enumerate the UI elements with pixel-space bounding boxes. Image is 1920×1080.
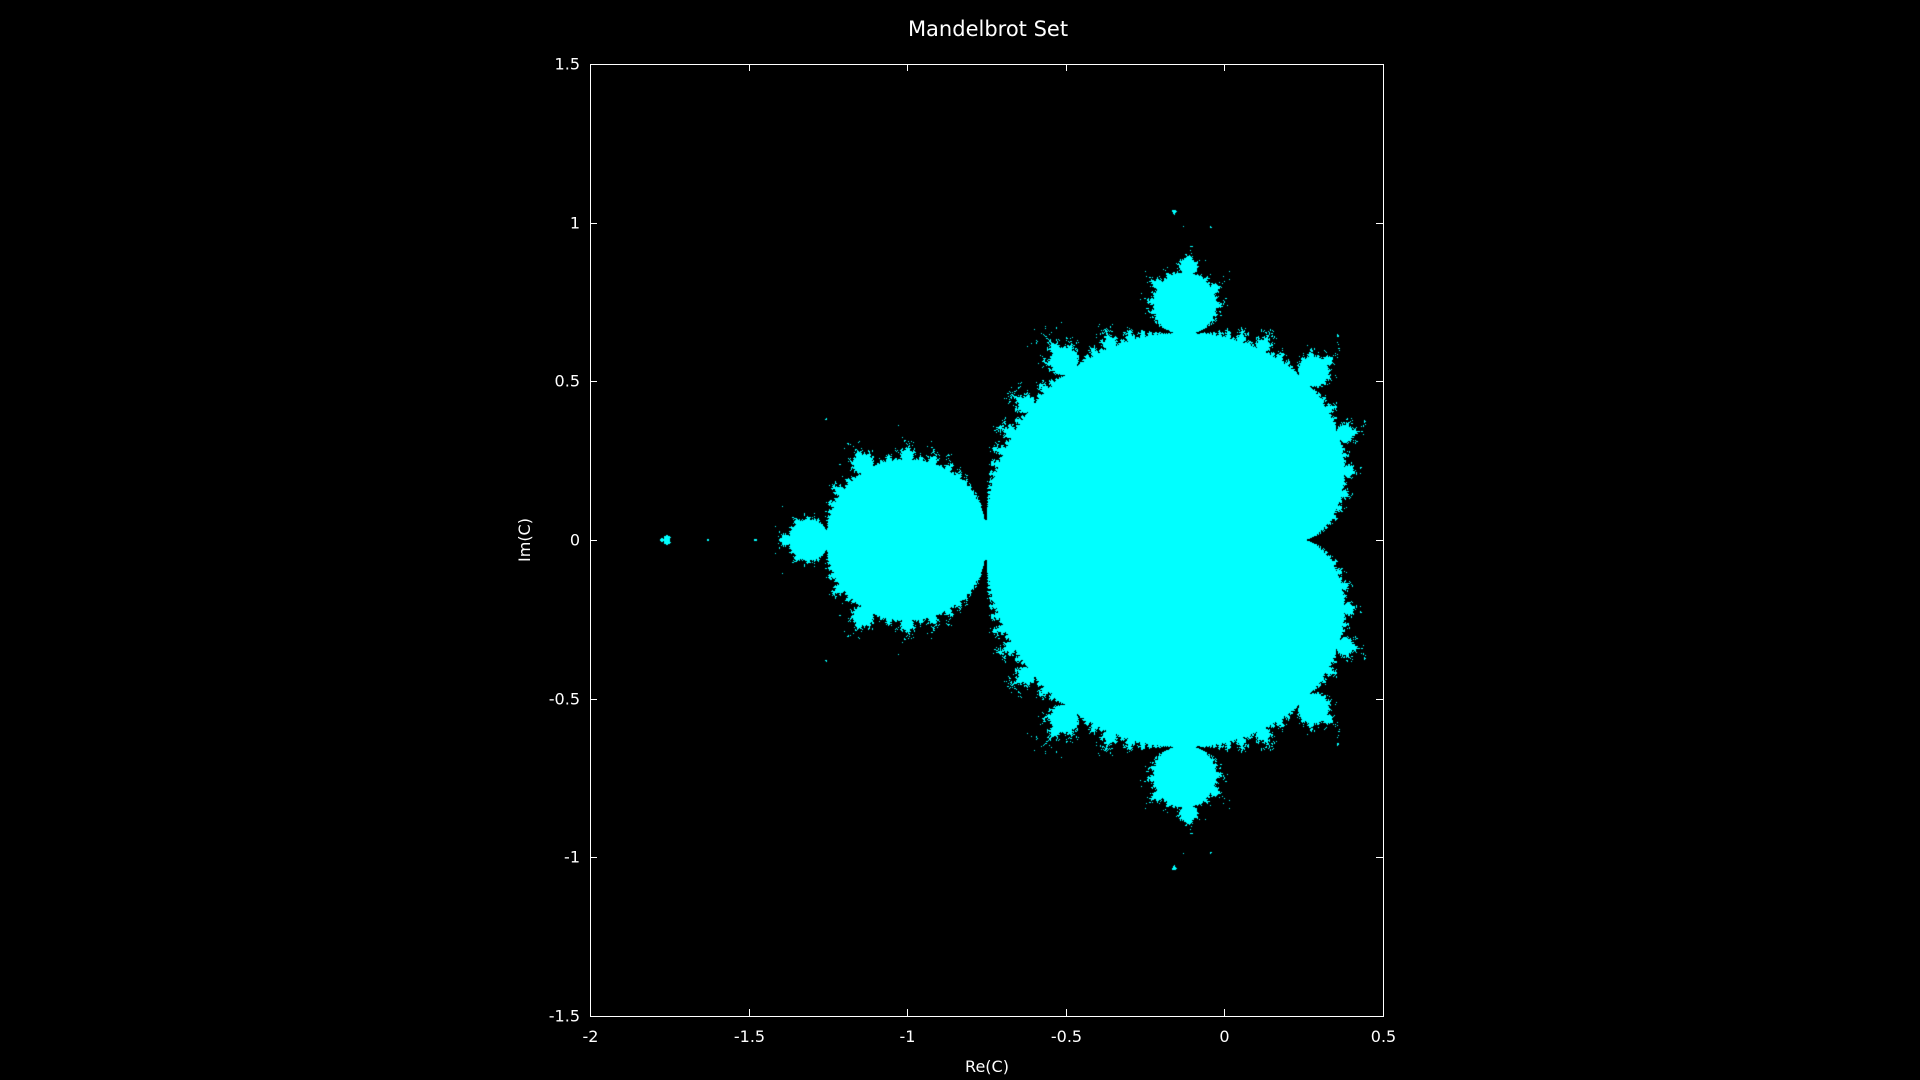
y-tick-label: 1 bbox=[570, 214, 580, 233]
x-axis-label: Re(C) bbox=[965, 1057, 1009, 1076]
y-axis-label: Im(C) bbox=[515, 518, 534, 562]
x-tick-label: -0.5 bbox=[1051, 1027, 1082, 1046]
x-tick-label: -1 bbox=[900, 1027, 916, 1046]
y-axis-ticks: -1.5 -1 -0.5 0 0.5 1 1.5 bbox=[549, 55, 1383, 1026]
x-tick-label: -2 bbox=[583, 1027, 599, 1046]
x-axis-ticks: -2 -1.5 -1 -0.5 0 0.5 bbox=[583, 64, 1396, 1046]
y-tick-label: 0 bbox=[570, 531, 580, 550]
y-tick-label: 0.5 bbox=[555, 372, 580, 391]
y-tick-label: -0.5 bbox=[549, 690, 580, 709]
mandelbrot-set-points bbox=[590, 64, 1383, 1016]
x-tick-label: 0 bbox=[1219, 1027, 1229, 1046]
chart-title: Mandelbrot Set bbox=[908, 17, 1068, 41]
mandelbrot-set-layer bbox=[590, 64, 1383, 1016]
y-tick-label: -1 bbox=[564, 848, 580, 867]
x-tick-label: 0.5 bbox=[1371, 1027, 1396, 1046]
x-tick-label: -1.5 bbox=[734, 1027, 765, 1046]
y-tick-label: 1.5 bbox=[555, 55, 580, 74]
y-tick-label: -1.5 bbox=[549, 1007, 580, 1026]
